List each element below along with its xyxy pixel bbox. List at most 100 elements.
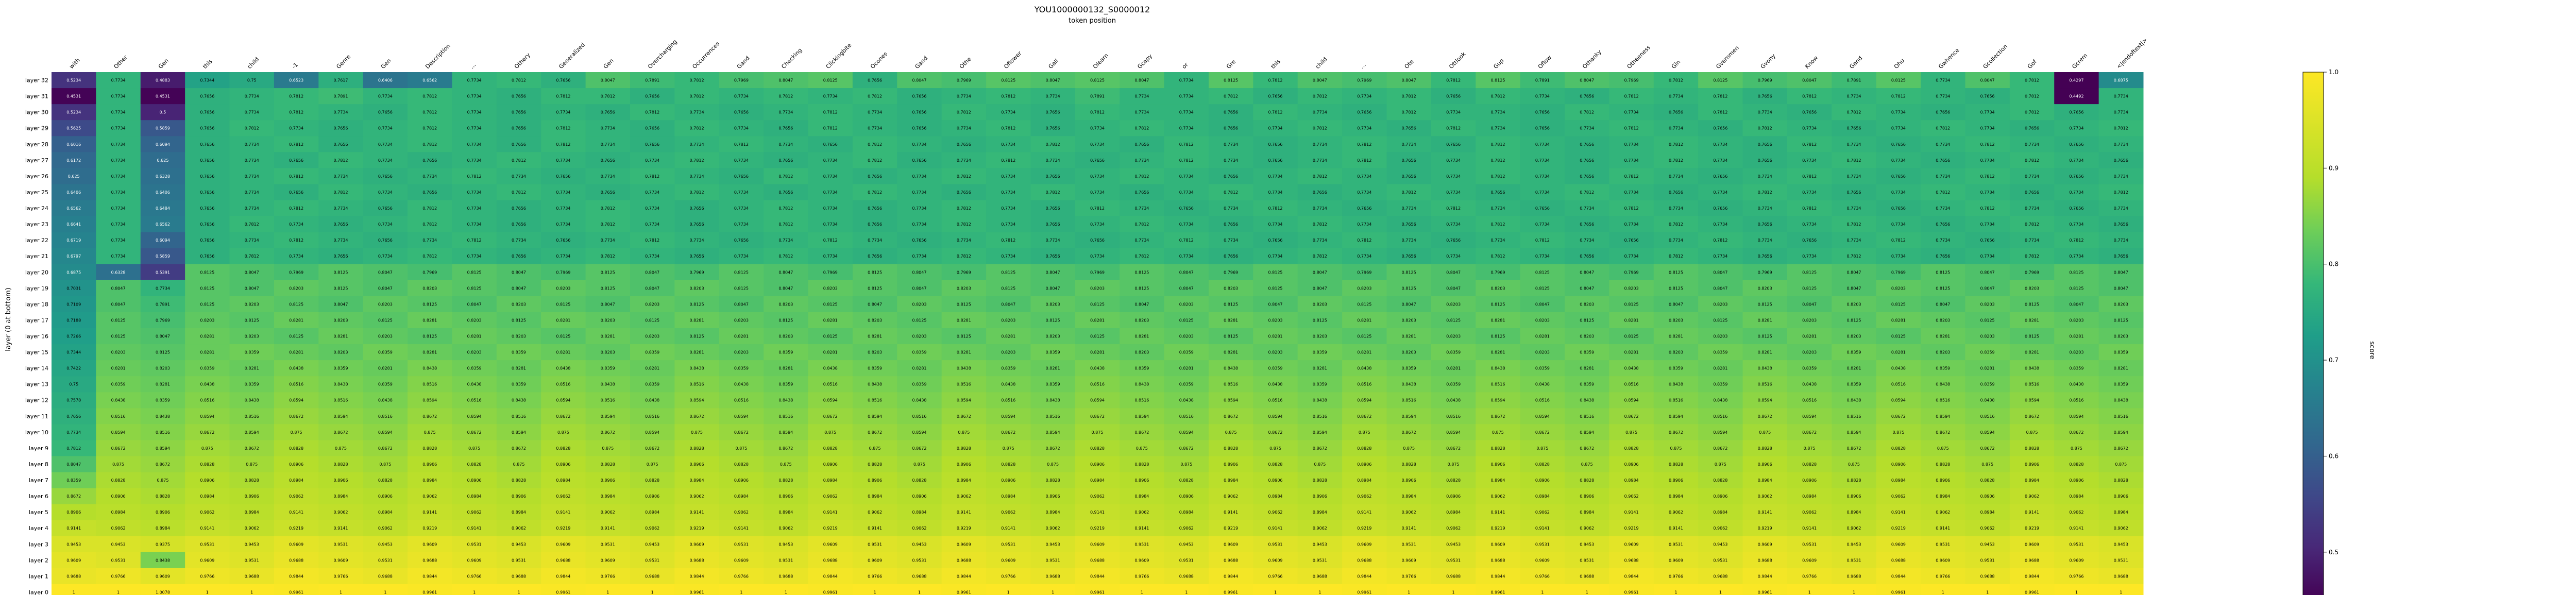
y-tick-label: layer 8 [29,461,48,468]
cell-value-label: 0.7812 [778,94,793,99]
cell-value-label: 0.8906 [2025,462,2039,467]
cell-value-label: 0.8672 [1446,446,1461,451]
heatmap-cell [1208,152,1253,168]
cell-value-label: 0.7656 [512,94,526,99]
cell-value-label: 0.8203 [1134,318,1149,322]
cell-value-label: 0.7734 [1313,110,1327,115]
cell-value-label: 0.7656 [378,174,393,179]
y-axis-label: layer (0 at bottom) [5,287,12,351]
cell-value-label: 0.9062 [1624,494,1639,499]
cell-value-label: 0.8984 [156,526,170,531]
cell-value-label: 0.9141 [66,526,81,531]
cell-value-label: 0.7031 [66,286,81,291]
cell-value-label: 0.7812 [1580,110,1594,115]
cell-value-label: 0.9531 [1179,558,1194,563]
cell-value-label: 0.9062 [912,526,926,531]
cell-value-label: 0.8438 [1490,366,1505,371]
cell-value-label: 0.8125 [868,286,882,291]
cell-value-label: 0.8359 [111,382,126,387]
cell-value-label: 0.8203 [289,286,303,291]
cell-value-label: 0.9531 [1402,542,1416,547]
heatmap-cell [1832,88,1877,105]
heatmap-cell [764,72,809,89]
cell-value-label: 0.7656 [1090,158,1105,163]
cell-value-label: 0.7734 [1936,78,1950,83]
cell-value-label: 0.9453 [912,542,926,547]
x-tick-label: Gall [1047,58,1060,70]
cell-value-label: 0.9766 [1669,574,1683,579]
cell-value-label: 0.7812 [1847,254,1861,259]
cell-value-label: 0.8828 [512,478,526,483]
cell-value-label: 0.8828 [467,462,482,467]
cell-value-label: 0.8281 [1980,366,1995,371]
cell-value-label: 0.8281 [734,334,749,339]
cell-value-label: 0.7656 [1224,110,1238,115]
heatmap-cell [1698,104,1743,121]
cell-value-label: 0.7656 [1891,206,1906,211]
cell-value-label: 0.9062 [1090,494,1105,499]
heatmap-cell [1609,120,1654,137]
y-tick-label: layer 4 [29,525,48,532]
cell-value-label: 0.7812 [556,142,570,147]
cell-value-label: 0.7734 [512,174,526,179]
cell-value-label: 0.7812 [957,222,971,227]
cell-value-label: 0.7734 [1179,222,1194,227]
cell-value-label: 0.8203 [1535,318,1550,322]
cell-value-label: 0.7734 [378,158,393,163]
cell-value-label: 0.7812 [2025,222,2039,227]
cell-value-label: 0.7734 [957,158,971,163]
cell-value-label: 0.9062 [1490,494,1505,499]
cell-value-label: 0.875 [1092,430,1104,435]
cell-value-label: 0.7656 [1046,126,1060,131]
cell-value-label: 0.7734 [2025,174,2039,179]
cell-value-label: 0.8516 [556,382,570,387]
heatmap-cell [96,88,141,105]
cell-value-label: 0.8203 [333,318,348,322]
heatmap-cell [363,120,408,137]
heatmap-cell [1253,152,1298,168]
cell-value-label: 0.7891 [1090,94,1105,99]
cell-value-label: 0.7656 [1357,206,1371,211]
heatmap-cell [1565,184,1609,200]
cell-value-label: 0.7734 [1802,190,1817,195]
heatmap-cell [1965,104,2010,121]
heatmap-cell [852,200,897,217]
cell-value-label: 0.8047 [1134,78,1149,83]
heatmap-cell [630,88,675,105]
cell-value-label: 0.7656 [200,158,214,163]
cell-value-label: 0.8594 [1446,430,1461,435]
cell-value-label: 0.8672 [1313,446,1327,451]
cell-value-label: 0.8359 [1446,382,1461,387]
cell-value-label: 0.8203 [1535,350,1550,355]
cell-value-label: 0.7734 [1891,158,1906,163]
cell-value-label: 0.9688 [2025,558,2039,563]
cell-value-label: 0.9062 [1758,494,1772,499]
cell-value-label: 0.8438 [111,398,126,403]
x-tick-label: Occurrences [691,40,721,70]
cell-value-label: 0.875 [379,462,391,467]
cell-value-label: 0.8906 [690,462,704,467]
cell-value-label: 0.7578 [66,398,81,403]
heatmap-cell [941,72,987,89]
heatmap-cell [1253,184,1298,200]
cell-value-label: 0.7969 [823,270,838,275]
cell-value-label: 0.7812 [1490,254,1505,259]
cell-value-label: 0.8203 [378,334,393,339]
cell-value-label: 0.8125 [1001,270,1015,275]
heatmap-cell [630,136,675,152]
cell-value-label: 0.7656 [1268,142,1283,147]
cell-value-label: 0.8984 [2069,494,2083,499]
cell-value-label: 0.8828 [1134,462,1149,467]
cell-value-label: 0.8672 [1580,446,1594,451]
cell-value-label: 0.8828 [1580,478,1594,483]
cell-value-label: 0.9062 [1001,510,1015,515]
heatmap-cell [1253,200,1298,217]
cell-value-label: 0.8828 [1224,446,1238,451]
cell-value-label: 0.8906 [1090,462,1105,467]
heatmap-cell [1742,120,1788,137]
cell-value-label: 0.7812 [422,110,437,115]
cell-value-label: 0.8047 [2069,302,2083,307]
heatmap-cell [52,152,96,168]
cell-value-label: 0.7812 [1980,174,1995,179]
cell-value-label: 0.7734 [1357,94,1371,99]
